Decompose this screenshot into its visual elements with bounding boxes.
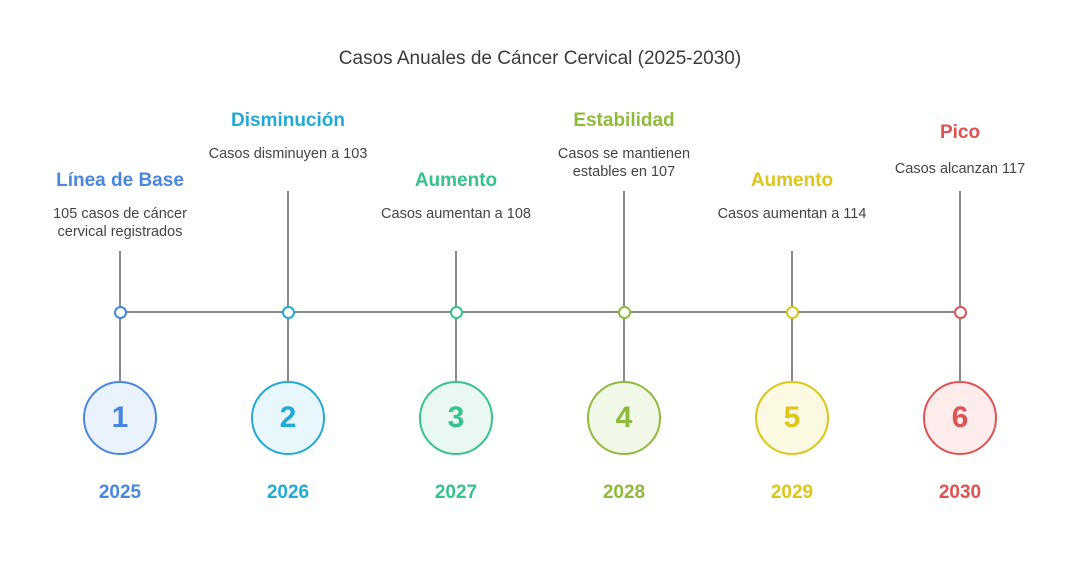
event-stem-lower (959, 312, 961, 381)
event-year: 2026 (266, 482, 310, 503)
step-number-circle: 3 (419, 381, 493, 455)
event-year: 2028 (602, 482, 646, 503)
event-stem-lower (119, 312, 121, 381)
step-number-circle: 2 (251, 381, 325, 455)
event-year: 2030 (938, 482, 982, 503)
timeline-marker (281, 305, 295, 319)
timeline-marker (785, 305, 799, 319)
event-description: Casos disminuyen a 103 (208, 146, 368, 162)
event-stem-upper (959, 191, 961, 312)
event-stem-upper (623, 191, 625, 312)
step-number-circle: 1 (83, 381, 157, 455)
event-stem-upper (287, 191, 289, 312)
event-stem-lower (287, 312, 289, 381)
event-description: Casos aumentan a 114 (717, 206, 867, 222)
event-stem-upper (455, 251, 457, 312)
timeline-marker (617, 305, 631, 319)
event-stem-upper (791, 251, 793, 312)
event-heading: Pico (939, 122, 981, 143)
event-year: 2029 (770, 482, 814, 503)
event-description: Casos se mantienen estables en 107 (557, 146, 691, 180)
event-description: 105 casos de cáncer cervical registrados (53, 206, 187, 240)
event-year: 2025 (98, 482, 142, 503)
event-stem-upper (119, 251, 121, 312)
step-number-circle: 6 (923, 381, 997, 455)
event-heading: Aumento (750, 170, 834, 191)
diagram-title: Casos Anuales de Cáncer Cervical (2025-2… (338, 48, 742, 69)
event-heading: Aumento (414, 170, 498, 191)
event-stem-lower (455, 312, 457, 381)
event-stem-lower (623, 312, 625, 381)
timeline-marker (953, 305, 967, 319)
event-heading: Estabilidad (573, 110, 675, 131)
event-stem-lower (791, 312, 793, 381)
event-year: 2027 (434, 482, 478, 503)
timeline-marker (449, 305, 463, 319)
step-number-circle: 5 (755, 381, 829, 455)
event-heading: Disminución (230, 110, 345, 131)
timeline-axis (120, 311, 960, 313)
timeline-marker (113, 305, 127, 319)
event-description: Casos aumentan a 108 (381, 206, 531, 222)
event-heading: Línea de Base (56, 170, 184, 191)
step-number-circle: 4 (587, 381, 661, 455)
event-description: Casos alcanzan 117 (894, 161, 1026, 177)
